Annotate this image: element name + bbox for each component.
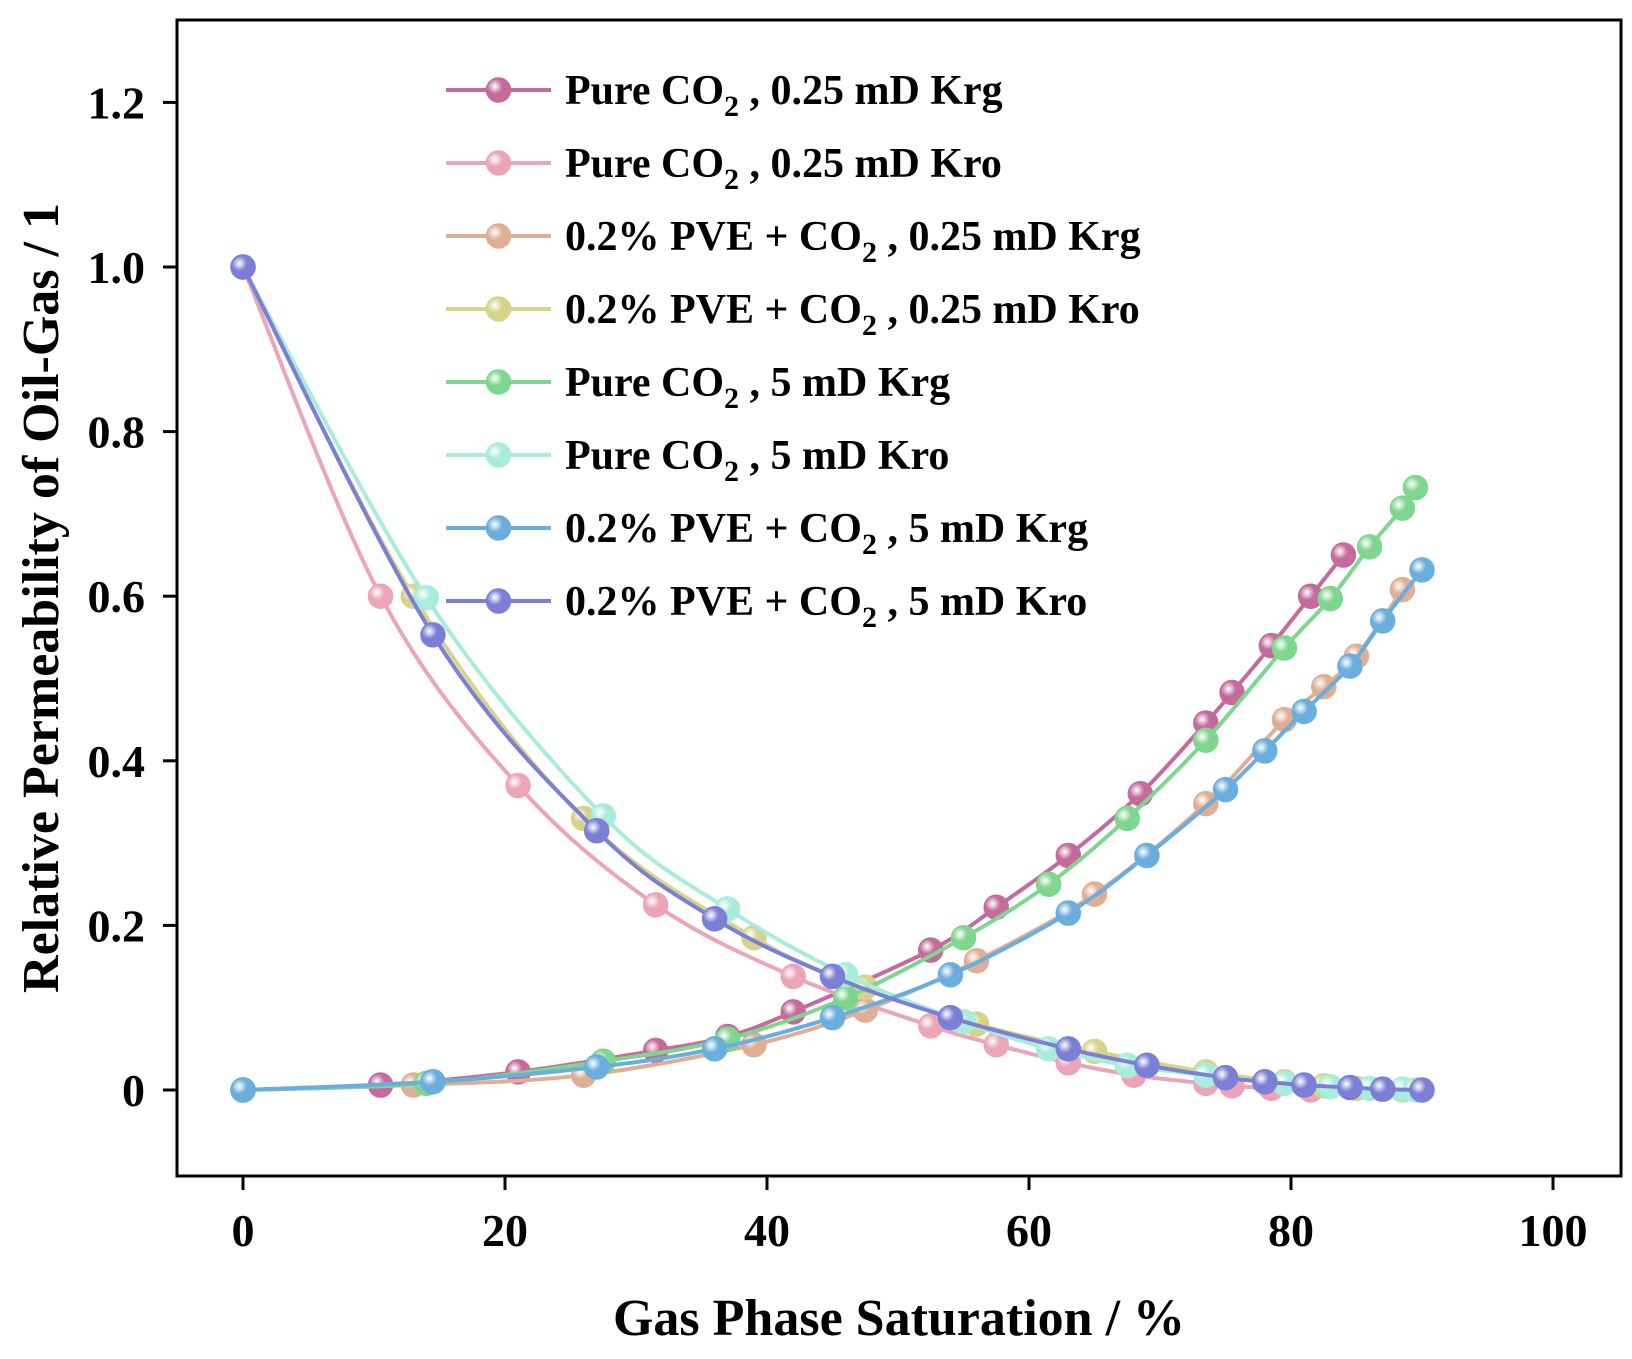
legend-label: Pure CO2 , 0.25 mD Kro (565, 141, 1002, 196)
data-point (1134, 842, 1160, 869)
data-point (1134, 1052, 1160, 1079)
data-point (1114, 805, 1140, 832)
data-point (1369, 1076, 1396, 1102)
series-6 (230, 557, 1435, 1103)
legend-item: 0.2% PVE + CO2 , 0.25 mD Krg (446, 214, 1141, 269)
data-point (1055, 1036, 1082, 1062)
data-point (367, 583, 394, 609)
data-point (1193, 727, 1219, 753)
data-point (1402, 474, 1429, 501)
data-point (1389, 495, 1416, 521)
legend-swatch-marker (485, 223, 512, 249)
data-point (1356, 534, 1383, 560)
data-point (505, 772, 531, 799)
data-point (1409, 557, 1435, 583)
data-point (1219, 679, 1245, 706)
data-point (1035, 871, 1062, 897)
y-tick-label: 0.4 (88, 736, 146, 787)
data-point (1330, 542, 1357, 568)
legend-label: 0.2% PVE + CO2 , 5 mD Krg (565, 506, 1088, 561)
data-point (1317, 585, 1344, 612)
plot-frame (175, 18, 1623, 1178)
y-axis-title: Relative Permeability of Oil-Gas / 1 (13, 203, 70, 993)
y-tick-label: 0.6 (88, 571, 146, 622)
legend-swatch-marker (485, 588, 512, 614)
y-tick-label: 0.2 (88, 900, 146, 951)
legend-item: Pure CO2 , 5 mD Kro (446, 433, 949, 488)
legend-swatch-marker (485, 442, 512, 468)
legend-swatch-marker (485, 77, 512, 103)
data-point (1271, 635, 1298, 661)
data-point (937, 962, 964, 988)
series-line (242, 568, 1424, 1092)
y-tick-label: 0.8 (88, 407, 146, 458)
legend-item: Pure CO2 , 5 mD Krg (446, 360, 950, 415)
x-tick-label: 0 (232, 1205, 255, 1256)
data-point (950, 924, 977, 951)
data-point (583, 818, 610, 844)
axes-layer: 0 20 40 60 80 100 0 0.2 0.4 0.6 0.8 1.0 1.2 (88, 77, 1588, 1256)
x-tick-label: 80 (1268, 1205, 1314, 1256)
data-point (1291, 1072, 1317, 1098)
legend-swatch-marker (485, 369, 512, 395)
legend-swatch-marker (485, 150, 512, 176)
legend-label: Pure CO2 , 0.25 mD Krg (565, 68, 1003, 123)
series-7 (230, 254, 1435, 1103)
data-point (420, 1069, 446, 1095)
data-point (819, 1004, 846, 1031)
series-layer (230, 254, 1435, 1103)
legend-label: 0.2% PVE + CO2 , 5 mD Kro (565, 579, 1087, 634)
legend-item: Pure CO2 , 0.25 mD Kro (446, 141, 1002, 196)
data-point (819, 963, 846, 990)
y-tick-label: 0 (122, 1065, 145, 1116)
data-point (1389, 576, 1416, 603)
legend-swatch-marker (485, 515, 512, 541)
y-tick-label: 1.0 (88, 242, 146, 293)
data-point (1369, 608, 1396, 634)
legend-item: Pure CO2 , 0.25 mD Krg (446, 68, 1003, 123)
legend-label: Pure CO2 , 5 mD Krg (565, 360, 950, 415)
legend: Pure CO2 , 0.25 mD Krg Pure CO2 , 0.25 mD… (446, 68, 1141, 634)
data-point (1252, 738, 1278, 764)
legend-item: 0.2% PVE + CO2 , 5 mD Kro (446, 579, 1087, 634)
data-point (1337, 653, 1363, 679)
data-point (1212, 1064, 1239, 1091)
legend-swatch-marker (485, 296, 512, 322)
data-point (1055, 900, 1082, 926)
data-point (937, 1004, 964, 1031)
data-point (1409, 1077, 1435, 1103)
x-tick-label: 100 (1519, 1205, 1588, 1256)
data-point (230, 1077, 256, 1103)
data-point (1127, 780, 1154, 807)
series-line (242, 486, 1418, 1092)
x-tick-label: 40 (744, 1205, 790, 1256)
data-point (701, 906, 728, 932)
y-tick-label: 1.2 (88, 77, 146, 128)
x-tick-label: 60 (1006, 1205, 1052, 1256)
legend-item: 0.2% PVE + CO2 , 5 mD Krg (446, 506, 1088, 561)
data-point (1212, 776, 1239, 803)
data-point (1311, 673, 1337, 700)
data-point (583, 1054, 610, 1080)
legend-label: 0.2% PVE + CO2 , 0.25 mD Krg (565, 214, 1141, 269)
data-point (230, 254, 256, 280)
x-tick-label: 20 (482, 1205, 528, 1256)
data-point (1291, 698, 1317, 725)
data-point (1252, 1069, 1278, 1095)
data-point (413, 585, 440, 611)
data-point (780, 963, 806, 990)
data-point (420, 622, 446, 648)
data-point (642, 892, 669, 918)
data-point (1337, 1074, 1363, 1101)
legend-item: 0.2% PVE + CO2 , 0.25 mD Kro (446, 287, 1140, 342)
data-point (701, 1036, 728, 1062)
legend-label: Pure CO2 , 5 mD Kro (565, 433, 949, 488)
legend-label: 0.2% PVE + CO2 , 0.25 mD Kro (565, 287, 1140, 342)
x-axis-title: Gas Phase Saturation / % (613, 1290, 1185, 1347)
